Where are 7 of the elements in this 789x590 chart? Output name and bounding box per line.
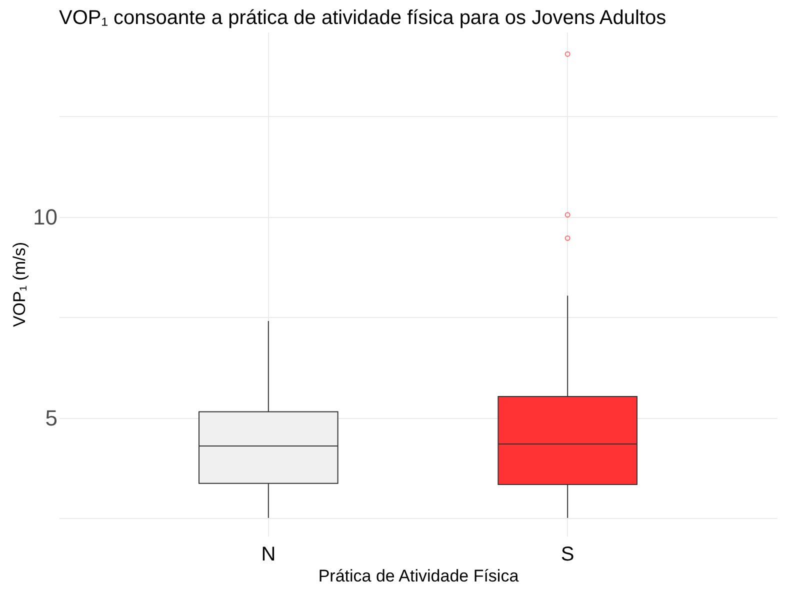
chart-title: VOP₁ consoante a prática de atividade física para os Jovens Adultos xyxy=(59,7,666,29)
x-tick-label: N xyxy=(261,544,276,566)
x-axis-title: Prática de Atividade Física xyxy=(318,566,520,586)
y-axis-title: VOP₁ (m/s) xyxy=(10,242,30,328)
y-tick-label: 10 xyxy=(33,204,58,230)
x-tick-label: S xyxy=(560,544,574,566)
y-tick-label: 5 xyxy=(45,405,58,430)
